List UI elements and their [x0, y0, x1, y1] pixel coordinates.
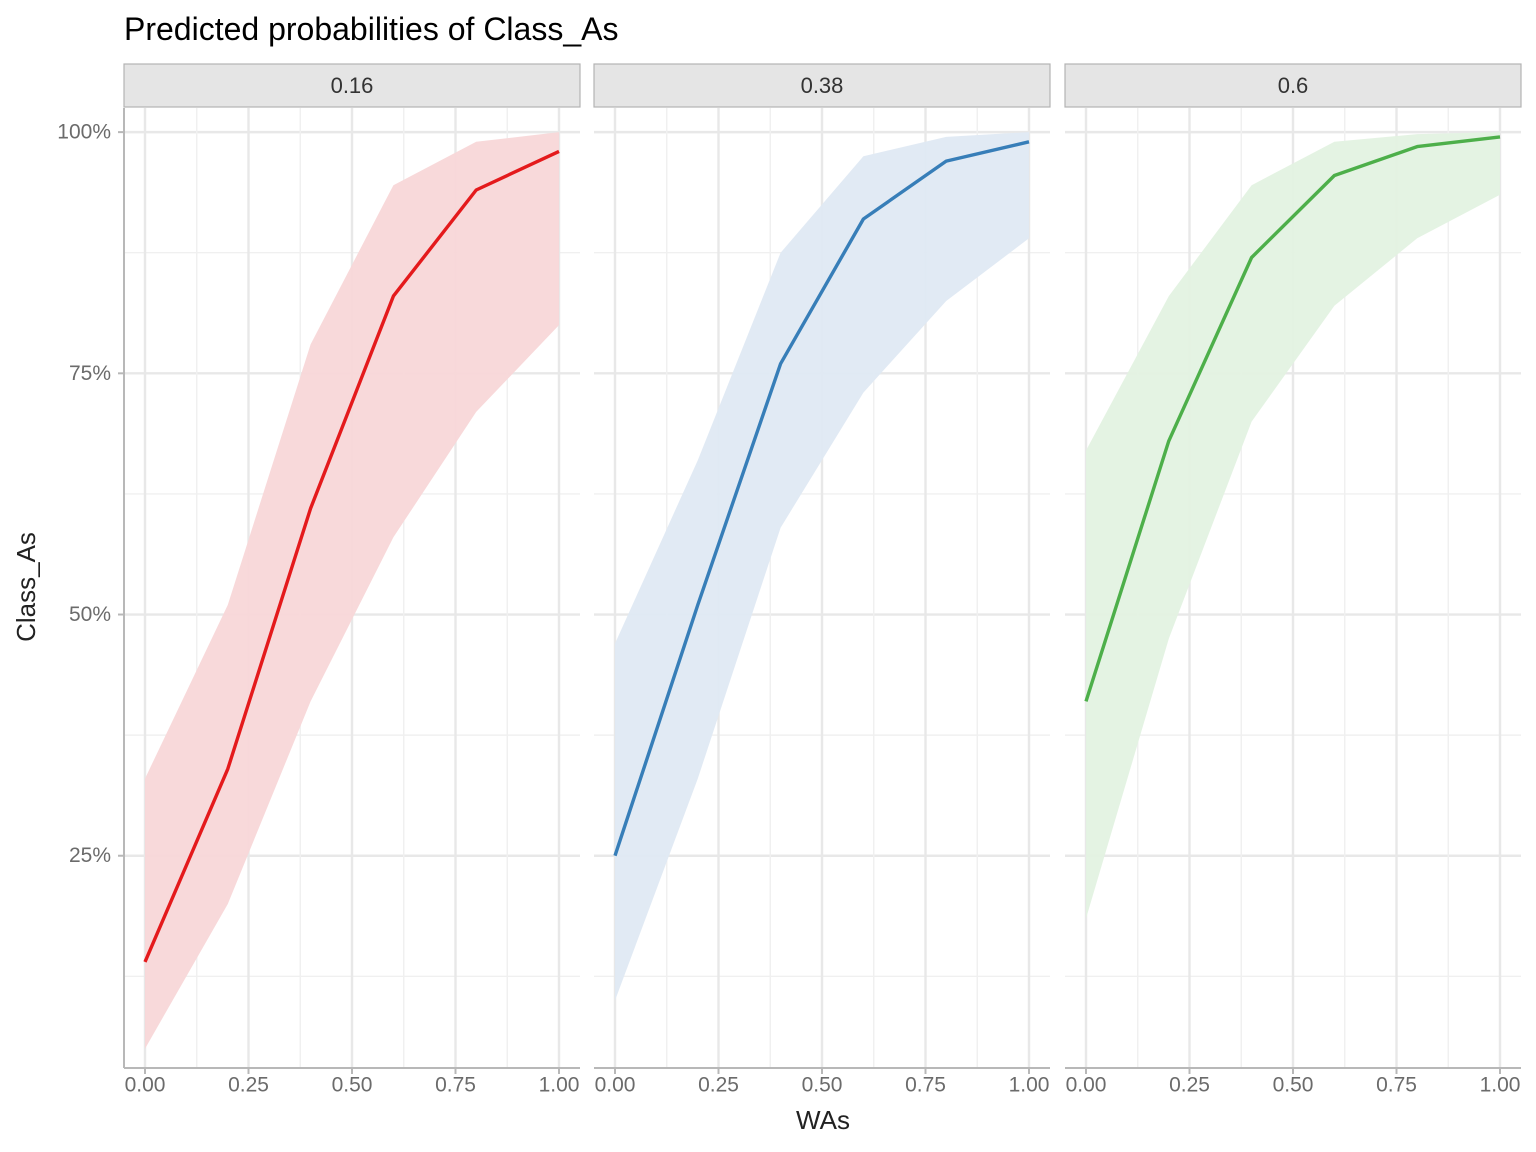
- facet-panel-0.6: 0.6 0.00 0.25 0.50 0.75 1.00: [1064, 63, 1522, 1096]
- facet-strip: [123, 63, 581, 108]
- x-tick-label-2: 0.50: [1273, 1073, 1314, 1096]
- x-tick-label-0: 0.00: [1066, 1073, 1107, 1096]
- confidence-band: [145, 132, 559, 1049]
- facet-panel-0.38: 0.38 0.00 0.25 0.50 0.75 1.00: [593, 63, 1051, 1096]
- series-line: [143, 149, 560, 963]
- series-line: [613, 140, 1030, 857]
- facet-strip: [1064, 63, 1522, 108]
- chart-title: Predicted probabilities of Class_As: [124, 11, 618, 47]
- x-tick-label-3: 0.75: [435, 1073, 476, 1096]
- y-tick-label-3: 100%: [57, 121, 111, 144]
- x-tick-label-1: 0.25: [1169, 1073, 1210, 1096]
- confidence-band: [1086, 132, 1500, 919]
- x-tick-label-2: 0.50: [802, 1073, 843, 1096]
- x-tick-label-2: 0.50: [332, 1073, 373, 1096]
- facet-strip-label: 0.16: [331, 73, 374, 98]
- confidence-band: [615, 132, 1029, 1001]
- y-tick-label-1: 50%: [69, 603, 111, 626]
- facet-strip-label: 0.38: [801, 73, 844, 98]
- y-axis: 25% 50% 75% 100%: [57, 121, 111, 868]
- x-tick-label-3: 0.75: [1376, 1073, 1417, 1096]
- series-line: [1084, 135, 1501, 702]
- facet-strip-label: 0.6: [1278, 73, 1309, 98]
- facet-panels: 0.16 0.00 0.25 0.50 0.75 1.00 0.38 0.00 0.25 0.50…: [118, 63, 1522, 1096]
- x-tick-label-4: 1.00: [1480, 1073, 1521, 1096]
- y-tick-label-0: 25%: [69, 844, 111, 867]
- x-tick-label-4: 1.00: [1009, 1073, 1050, 1096]
- x-tick-label-0: 0.00: [125, 1073, 166, 1096]
- y-axis-label: Class_As: [11, 532, 41, 642]
- x-tick-label-0: 0.00: [595, 1073, 636, 1096]
- x-axis-label: WAs: [796, 1105, 850, 1135]
- x-tick-label-3: 0.75: [905, 1073, 946, 1096]
- x-tick-label-4: 1.00: [539, 1073, 580, 1096]
- x-tick-label-1: 0.25: [698, 1073, 739, 1096]
- facet-strip: [593, 63, 1051, 108]
- y-tick-label-2: 75%: [69, 362, 111, 385]
- x-tick-label-1: 0.25: [228, 1073, 269, 1096]
- facet-panel-0.16: 0.16 0.00 0.25 0.50 0.75 1.00: [118, 63, 581, 1096]
